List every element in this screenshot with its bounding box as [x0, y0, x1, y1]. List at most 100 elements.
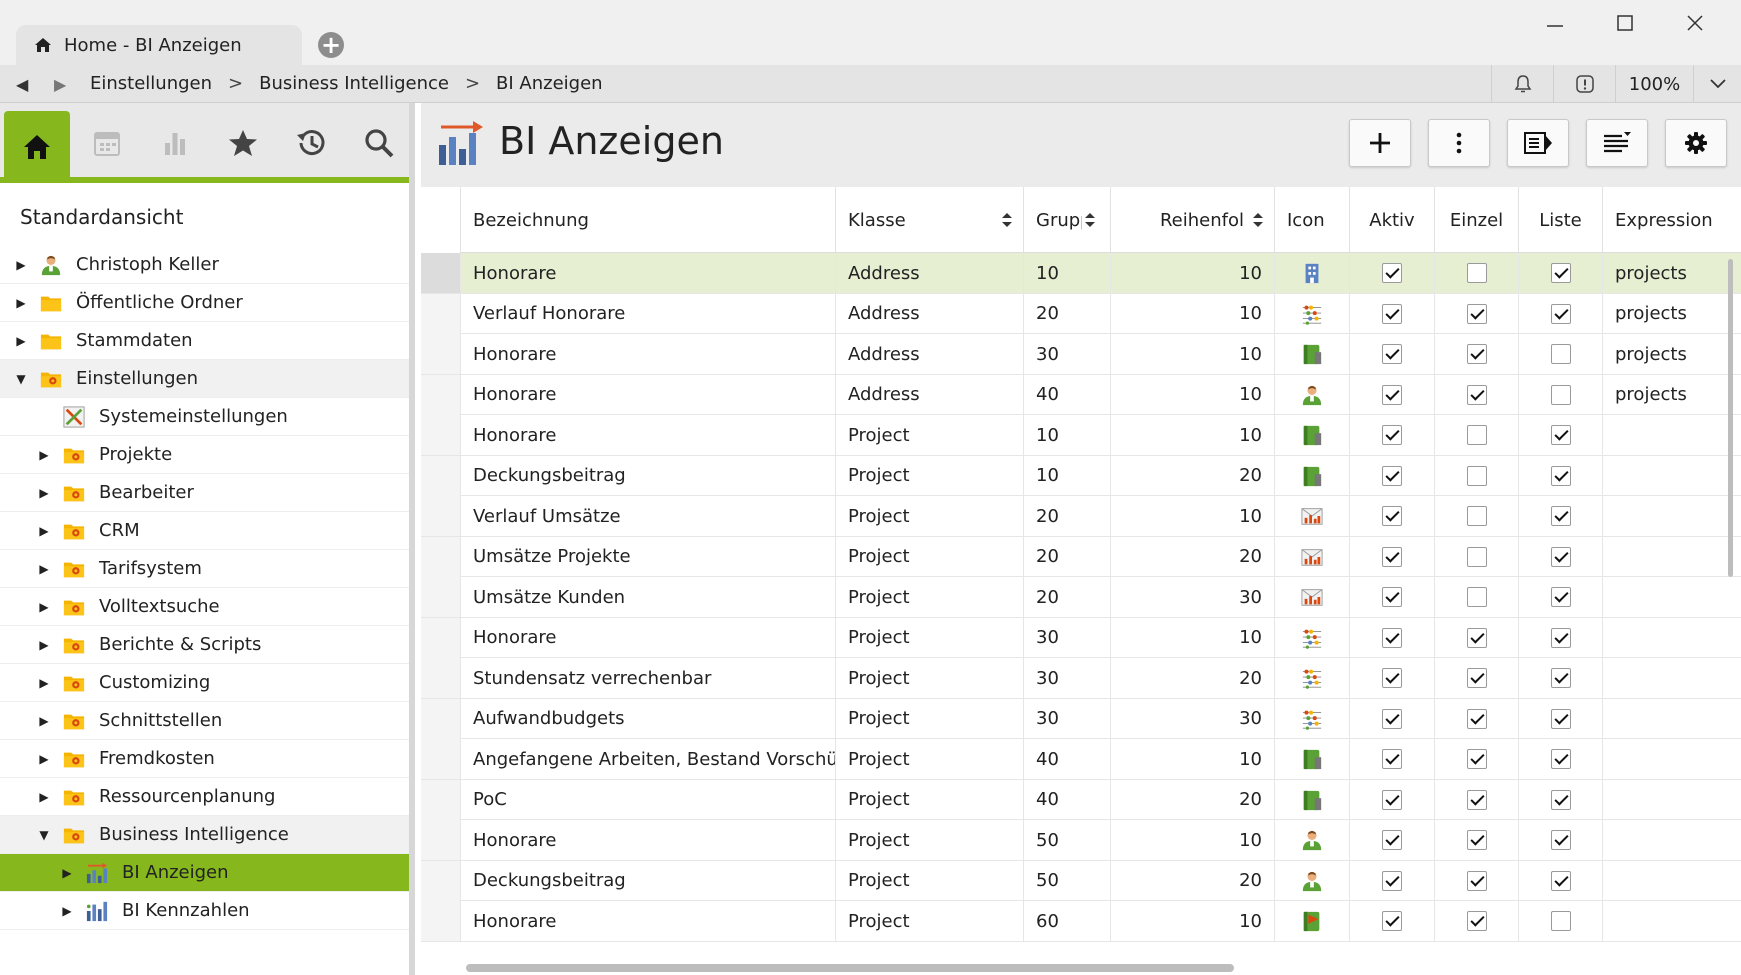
- breadcrumb-item[interactable]: BI Anzeigen: [496, 73, 603, 94]
- liste-checkbox[interactable]: [1550, 830, 1571, 850]
- aktiv-checkbox[interactable]: [1382, 627, 1402, 648]
- table-row[interactable]: Aufwandbudgets Project 30 30: [421, 698, 1741, 739]
- liste-checkbox[interactable]: [1550, 546, 1571, 567]
- cell-gruppe[interactable]: 30: [1024, 698, 1111, 739]
- sidebar-tab-history[interactable]: [278, 109, 344, 177]
- expand-arrow-icon[interactable]: ▶: [16, 295, 26, 310]
- liste-checkbox[interactable]: [1550, 870, 1571, 891]
- cell-bez[interactable]: Verlauf Honorare: [461, 293, 836, 334]
- aktiv-checkbox[interactable]: [1382, 384, 1402, 405]
- aktiv-checkbox[interactable]: [1382, 263, 1402, 283]
- row-header[interactable]: [421, 334, 461, 374]
- cell-bez[interactable]: Aufwandbudgets: [461, 698, 836, 739]
- row-header[interactable]: [421, 739, 461, 779]
- einzel-checkbox[interactable]: [1466, 263, 1487, 283]
- cell-gruppe[interactable]: 30: [1024, 658, 1111, 698]
- cell-einzel[interactable]: [1435, 698, 1519, 739]
- cell-expression[interactable]: [1603, 537, 1741, 577]
- cell-bez[interactable]: Honorare: [461, 415, 836, 455]
- column-header-bezeichnung[interactable]: Bezeichnung: [461, 187, 836, 253]
- cell-liste[interactable]: [1519, 577, 1603, 617]
- aktiv-checkbox[interactable]: [1382, 749, 1402, 769]
- einzel-checkbox[interactable]: [1466, 303, 1487, 324]
- aktiv-checkbox[interactable]: [1382, 708, 1402, 729]
- column-header-liste[interactable]: Liste: [1519, 187, 1603, 253]
- cell-bez[interactable]: Umsätze Projekte: [461, 536, 836, 577]
- aktiv-checkbox[interactable]: [1382, 425, 1402, 445]
- sidebar-item-stammdaten[interactable]: ▶ Stammdaten: [0, 322, 409, 360]
- column-header-expression[interactable]: Expression: [1603, 187, 1741, 253]
- column-header-einzel[interactable]: Einzel: [1435, 187, 1519, 253]
- liste-checkbox[interactable]: [1550, 627, 1571, 648]
- cell-expression[interactable]: [1603, 861, 1741, 901]
- liste-checkbox[interactable]: [1550, 425, 1571, 445]
- horizontal-scrollbar[interactable]: [466, 964, 1234, 972]
- add-button[interactable]: [1349, 119, 1411, 167]
- cell-reihen[interactable]: 30: [1111, 698, 1275, 739]
- back-arrow-icon[interactable]: ◀: [16, 75, 29, 94]
- cell-einzel[interactable]: [1435, 739, 1519, 779]
- aktiv-checkbox[interactable]: [1382, 546, 1402, 567]
- sidebar-item-einstellungen[interactable]: ▼ Einstellungen: [0, 360, 409, 398]
- cell-icon[interactable]: [1275, 658, 1350, 698]
- sidebar-tab-home[interactable]: [4, 111, 70, 183]
- cell-reihen[interactable]: 10: [1111, 901, 1275, 941]
- einzel-checkbox[interactable]: [1466, 465, 1487, 486]
- cell-expression[interactable]: projects: [1603, 375, 1741, 415]
- cell-reihen[interactable]: 10: [1111, 739, 1275, 779]
- cell-einzel[interactable]: [1435, 617, 1519, 658]
- aktiv-checkbox[interactable]: [1382, 303, 1402, 324]
- aktiv-checkbox[interactable]: [1382, 911, 1402, 931]
- aktiv-checkbox[interactable]: [1382, 465, 1402, 486]
- cell-klasse[interactable]: Project: [836, 415, 1024, 455]
- cell-icon[interactable]: [1275, 901, 1350, 941]
- einzel-checkbox[interactable]: [1466, 425, 1487, 445]
- aktiv-checkbox[interactable]: [1382, 789, 1402, 810]
- einzel-checkbox[interactable]: [1466, 384, 1487, 405]
- cell-liste[interactable]: [1519, 698, 1603, 739]
- cell-reihen[interactable]: 10: [1111, 334, 1275, 374]
- aktiv-checkbox[interactable]: [1382, 344, 1402, 364]
- aktiv-checkbox[interactable]: [1382, 668, 1402, 688]
- cell-reihen[interactable]: 20: [1111, 658, 1275, 698]
- cell-bez[interactable]: Angefangene Arbeiten, Bestand Vorschüsse: [461, 739, 836, 779]
- table-row[interactable]: Honorare Address 10 10 projects: [421, 253, 1741, 294]
- cell-bez[interactable]: Umsätze Kunden: [461, 577, 836, 617]
- column-header-icon[interactable]: Icon: [1275, 187, 1350, 253]
- cell-klasse[interactable]: Project: [836, 617, 1024, 658]
- einzel-checkbox[interactable]: [1466, 506, 1487, 526]
- liste-checkbox[interactable]: [1550, 384, 1571, 405]
- cell-bez[interactable]: PoC: [461, 779, 836, 820]
- cell-liste[interactable]: [1519, 617, 1603, 658]
- cell-einzel[interactable]: [1435, 334, 1519, 374]
- cell-klasse[interactable]: Address: [836, 293, 1024, 334]
- einzel-checkbox[interactable]: [1466, 708, 1487, 729]
- table-row[interactable]: Angefangene Arbeiten, Bestand Vorschüsse…: [421, 739, 1741, 780]
- sidebar-tab-favorites[interactable]: [210, 109, 276, 177]
- cell-aktiv[interactable]: [1350, 253, 1435, 293]
- column-header-aktiv[interactable]: Aktiv: [1350, 187, 1435, 253]
- cell-liste[interactable]: [1519, 901, 1603, 941]
- cell-einzel[interactable]: [1435, 779, 1519, 820]
- liste-checkbox[interactable]: [1550, 749, 1571, 769]
- einzel-checkbox[interactable]: [1466, 344, 1487, 364]
- cell-bez[interactable]: Stundensatz verrechenbar: [461, 658, 836, 698]
- row-header[interactable]: [421, 617, 461, 658]
- cell-aktiv[interactable]: [1350, 577, 1435, 617]
- cell-reihen[interactable]: 10: [1111, 293, 1275, 334]
- liste-checkbox[interactable]: [1550, 303, 1571, 324]
- expand-arrow-icon[interactable]: ▶: [39, 447, 49, 462]
- einzel-checkbox[interactable]: [1466, 830, 1487, 850]
- table-row[interactable]: Verlauf Umsätze Project 20 10: [421, 496, 1741, 537]
- cell-icon[interactable]: [1275, 293, 1350, 334]
- cell-expression[interactable]: [1603, 415, 1741, 455]
- cell-klasse[interactable]: Project: [836, 820, 1024, 860]
- expand-arrow-icon[interactable]: ▶: [16, 257, 26, 272]
- cell-bez[interactable]: Verlauf Umsätze: [461, 496, 836, 536]
- cell-gruppe[interactable]: 30: [1024, 617, 1111, 658]
- cell-reihen[interactable]: 30: [1111, 577, 1275, 617]
- cell-klasse[interactable]: Project: [836, 577, 1024, 617]
- einzel-checkbox[interactable]: [1466, 668, 1487, 688]
- cell-icon[interactable]: [1275, 334, 1350, 374]
- sidebar-item-customizing[interactable]: ▶ Customizing: [0, 664, 409, 702]
